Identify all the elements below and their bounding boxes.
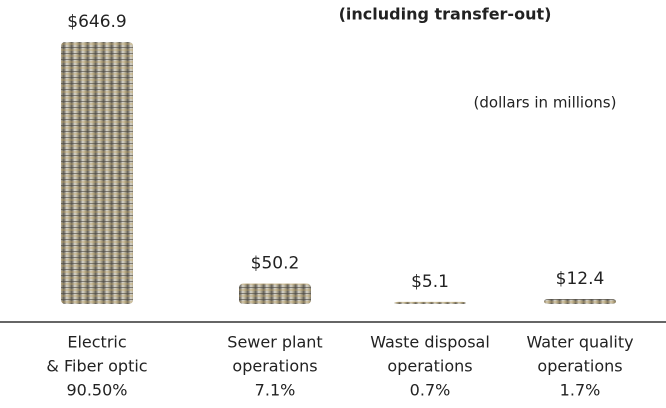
share-label: 7.1%: [255, 381, 296, 400]
share-label: 1.7%: [560, 381, 601, 400]
x-tick-label: operations: [537, 357, 622, 376]
coin-stack: [394, 301, 466, 304]
x-tick-label: operations: [387, 357, 472, 376]
x-tick-label: Waste disposal: [370, 333, 490, 352]
x-tick-label: Sewer plant: [227, 333, 322, 352]
chart-subtitle: (dollars in millions): [474, 94, 617, 112]
value-label: $50.2: [251, 254, 300, 274]
chart-title: (including transfer-out): [339, 5, 552, 24]
coin-stack: [61, 42, 133, 304]
coin-stack: [239, 283, 311, 304]
x-tick-label: operations: [232, 357, 317, 376]
value-label: $12.4: [556, 269, 605, 289]
value-label: $5.1: [411, 272, 449, 292]
x-tick-label: Water quality: [526, 333, 633, 352]
x-tick-label: & Fiber optic: [46, 357, 147, 376]
value-label: $646.9: [67, 12, 126, 32]
coin-stack: [544, 298, 616, 304]
share-label: 90.50%: [66, 381, 127, 400]
x-tick-label: Electric: [67, 333, 126, 352]
share-label: 0.7%: [410, 381, 451, 400]
